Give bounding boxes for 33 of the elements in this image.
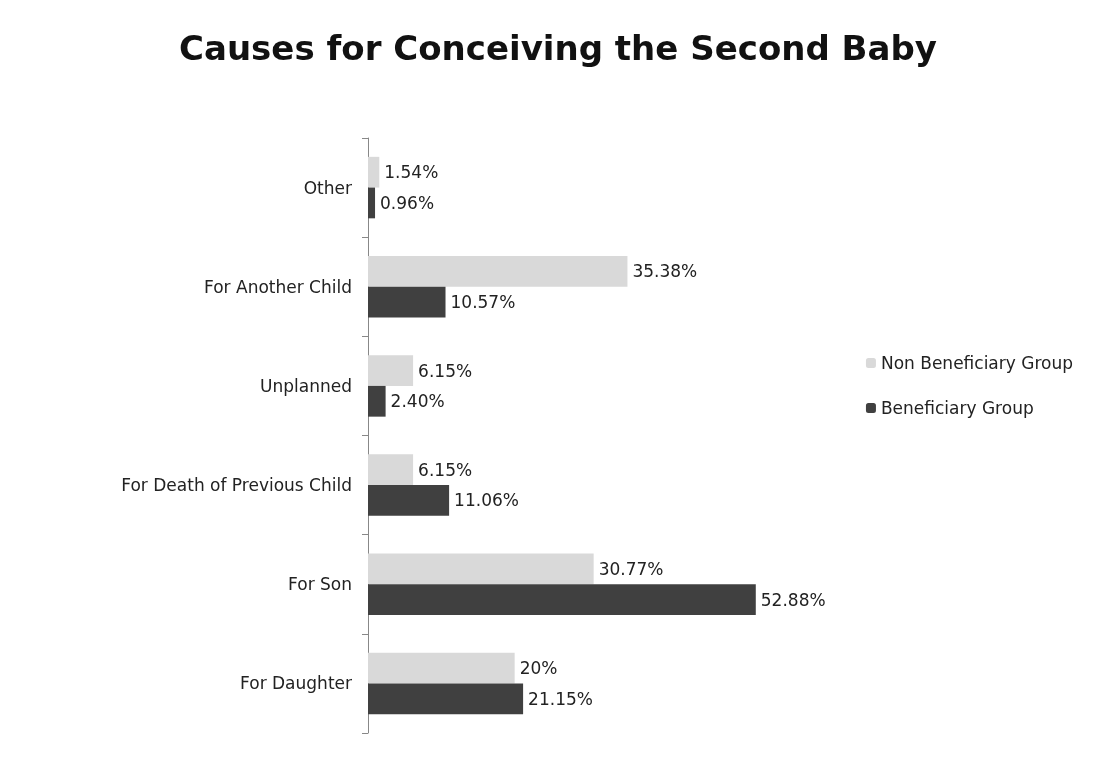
- chart-title: Causes for Conceiving the Second Baby: [179, 28, 937, 68]
- bar: [368, 553, 594, 585]
- data-label: 1.54%: [384, 162, 439, 183]
- bar: [368, 355, 414, 386]
- y-tick-label: For Another Child: [204, 276, 352, 297]
- bar: [368, 584, 756, 615]
- bar: [368, 485, 450, 516]
- data-label: 10.57%: [450, 292, 516, 313]
- bar: [368, 156, 380, 188]
- data-label: 30.77%: [598, 558, 664, 579]
- data-label: 35.38%: [632, 261, 698, 282]
- data-label: 6.15%: [418, 459, 473, 480]
- bar: [368, 286, 446, 318]
- y-tick-label: For Son: [288, 574, 352, 595]
- bar: [368, 187, 376, 219]
- legend-label: Non Beneficiary Group: [880, 353, 1074, 373]
- data-label: 20%: [519, 658, 558, 679]
- y-tick-label: For Daughter: [240, 673, 352, 694]
- data-label: 52.88%: [760, 589, 826, 610]
- data-label: 21.15%: [528, 688, 593, 709]
- legend-label: Beneficiary Group: [880, 398, 1034, 418]
- bar: [368, 385, 386, 417]
- data-label: 2.40%: [390, 391, 445, 412]
- y-tick-label: Other: [303, 177, 352, 198]
- data-label: 0.96%: [380, 192, 435, 213]
- y-tick-label: For Death of Previous Child: [121, 475, 352, 496]
- bar: [368, 652, 515, 684]
- data-label: 11.06%: [454, 490, 519, 511]
- bar: [368, 256, 628, 287]
- y-tick-label: Unplanned: [260, 375, 352, 396]
- data-label: 6.15%: [418, 360, 473, 381]
- bar: [368, 683, 524, 715]
- bar: [368, 454, 414, 486]
